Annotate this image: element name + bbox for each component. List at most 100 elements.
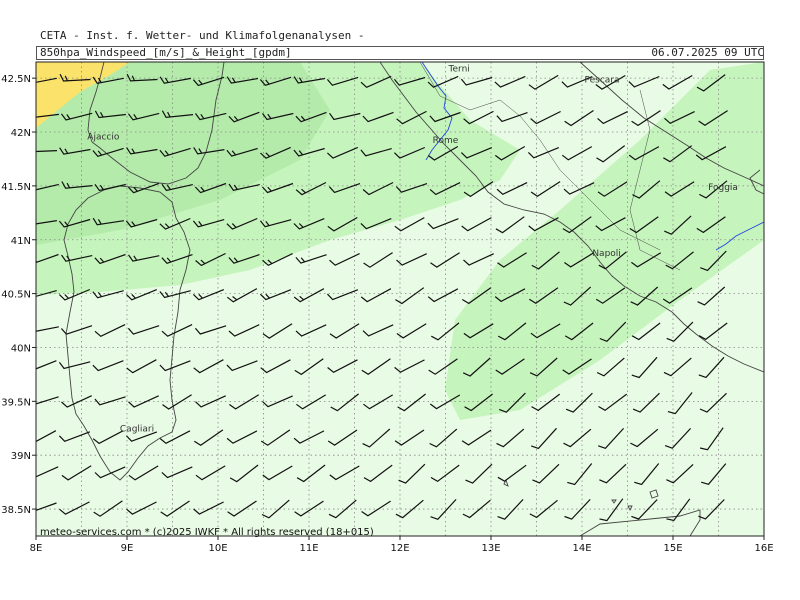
aeolian-islands <box>611 489 659 512</box>
wind-barb <box>530 181 561 198</box>
wind-barb <box>699 180 728 199</box>
wind-barb <box>228 183 260 191</box>
wind-barb <box>698 499 725 520</box>
lon-tick-label: 16E <box>754 543 773 554</box>
wind-barb <box>160 500 190 517</box>
wind-barb <box>596 357 625 377</box>
wind-barb <box>329 253 360 266</box>
wind-barb <box>58 431 91 443</box>
wind-barb <box>127 325 160 335</box>
wind-barb <box>193 147 225 155</box>
wind-barb <box>630 428 659 448</box>
wind-barb <box>462 357 491 377</box>
city-label: Ajaccio <box>87 133 120 143</box>
wind-barb <box>631 252 662 268</box>
region-border-2 <box>629 89 681 271</box>
wind-barb <box>60 325 93 335</box>
wind-barb <box>194 182 227 194</box>
city-label: Napoli <box>592 249 620 259</box>
wind-barb <box>463 110 494 125</box>
wind-barb <box>94 110 126 119</box>
wind-barb <box>561 146 593 161</box>
wind-barb <box>329 465 360 481</box>
wind-barb <box>631 322 661 341</box>
wind-barb <box>666 463 694 484</box>
wind-barb <box>293 430 325 444</box>
wind-barb <box>128 395 159 408</box>
wind-barb <box>664 181 695 197</box>
wind-barb <box>595 74 626 90</box>
wind-barb <box>36 360 57 370</box>
wind-barb <box>598 393 628 412</box>
wind-barb <box>296 464 326 483</box>
wind-barb <box>631 110 661 127</box>
valid-time: 06.07.2025 09 UTC <box>651 46 764 59</box>
wind-barb <box>461 429 492 446</box>
wind-barb <box>262 395 293 408</box>
wind-barb <box>564 110 594 127</box>
city-label: Pescara <box>585 75 620 85</box>
wind-barb <box>159 147 191 157</box>
wind-barb <box>497 464 527 482</box>
wind-barb <box>428 358 458 375</box>
wind-barb <box>663 357 692 377</box>
wind-barb <box>293 76 325 84</box>
wind-barb <box>228 111 260 123</box>
wind-barb <box>126 147 158 155</box>
wind-barb <box>92 147 124 157</box>
wind-barb <box>36 290 57 297</box>
wind-barb <box>93 500 123 517</box>
wind-barb <box>229 464 259 483</box>
wind-barb <box>665 251 694 270</box>
wind-barb <box>662 287 693 304</box>
wind-barb <box>598 427 625 449</box>
wind-barb <box>159 217 191 230</box>
wind-barb <box>128 254 160 262</box>
wind-barb <box>699 392 727 413</box>
sardinia-coast <box>63 185 191 481</box>
wind-barb <box>664 215 692 235</box>
wind-barb <box>328 183 361 194</box>
wind-barb <box>527 147 560 159</box>
wind-barb <box>632 180 661 199</box>
wind-barb <box>127 182 160 194</box>
wind-barb <box>58 218 91 228</box>
wind-barb <box>362 324 394 337</box>
wind-barb <box>529 357 558 377</box>
wind-barb <box>159 430 191 445</box>
wind-barb <box>295 111 327 123</box>
wind-barb <box>326 289 359 301</box>
wind-barb <box>663 145 693 163</box>
wind-barb <box>528 287 559 305</box>
wind-barb <box>696 74 726 92</box>
wind-barb <box>262 112 294 121</box>
wind-barb <box>194 325 227 335</box>
wind-barb <box>94 253 126 265</box>
lat-tick-label: 41.5N <box>1 182 31 193</box>
wind-barb <box>327 429 358 446</box>
wind-barb <box>460 76 493 86</box>
wind-barb <box>126 73 158 82</box>
product-title: 850hpa_Windspeed_[m/s]_&_Height_[gpdm] <box>40 46 292 59</box>
wind-barb <box>195 112 227 121</box>
wind-barb <box>192 289 225 301</box>
wind-barb <box>630 286 659 306</box>
wind-barb <box>327 216 358 232</box>
wind-barb <box>429 182 461 196</box>
wind-barb <box>362 181 394 196</box>
wind-barb <box>496 182 528 196</box>
wind-barb <box>36 502 57 511</box>
wind-barb <box>698 356 725 379</box>
wind-barb <box>195 395 226 408</box>
wind-barb <box>531 427 557 450</box>
wind-barb <box>700 250 727 272</box>
wind-barb <box>427 75 459 88</box>
lat-tick-label: 41N <box>11 236 31 247</box>
lon-tick-label: 10E <box>208 543 227 554</box>
wind-barb <box>396 253 427 266</box>
lon-tick-label: 9E <box>121 543 134 554</box>
wind-barb <box>327 359 358 374</box>
city-labels: Ajaccio Terni Pescara Rome Foggia Napoli Cagli… <box>87 65 738 435</box>
wind-barb <box>193 359 224 374</box>
